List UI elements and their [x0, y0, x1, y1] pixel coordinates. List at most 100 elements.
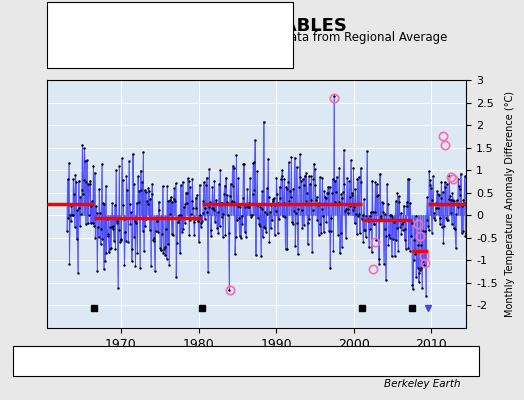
Point [146, 227, 154, 233]
Point [69, 176, 78, 182]
Point [310, 166, 319, 173]
Point [226, 193, 234, 199]
Point [345, 178, 353, 185]
Point [387, 212, 395, 219]
Text: Difference from Regional Average: Difference from Regional Average [89, 16, 242, 24]
Point [444, 216, 452, 223]
Point [200, 179, 208, 186]
Point [414, 278, 423, 285]
Point [70, 224, 79, 230]
Point [372, 179, 380, 185]
Point [292, 210, 300, 216]
Point [335, 165, 343, 171]
Point [197, 220, 205, 226]
Point [247, 214, 256, 220]
Point [229, 182, 237, 189]
Point [421, 228, 430, 235]
Point [312, 194, 321, 200]
Point [259, 118, 268, 125]
Point [417, 264, 425, 271]
Point [175, 216, 183, 223]
Point [77, 210, 85, 217]
Point [291, 243, 299, 250]
Text: Station Move: Station Move [42, 356, 102, 364]
Point [462, 230, 470, 236]
Point [132, 220, 140, 226]
Point [424, 227, 433, 234]
Point [414, 242, 422, 248]
Point [219, 211, 227, 218]
Point [160, 244, 169, 250]
Point [99, 236, 107, 242]
Point [183, 189, 191, 196]
Point [110, 226, 118, 232]
Point [293, 251, 302, 258]
Point [174, 212, 183, 218]
Point [263, 185, 271, 192]
Point [167, 194, 175, 200]
Point [162, 255, 171, 262]
Point [221, 182, 229, 189]
Point [171, 180, 180, 187]
Point [397, 231, 406, 237]
Point [92, 203, 100, 209]
Point [296, 151, 304, 158]
Point [279, 200, 288, 206]
Point [160, 245, 168, 252]
Point [274, 200, 282, 206]
Point [320, 228, 328, 235]
Point [115, 163, 124, 169]
Point [460, 200, 468, 206]
Point [251, 137, 259, 143]
Point [375, 256, 383, 262]
Point [350, 164, 358, 171]
Point [199, 197, 208, 204]
Point [322, 219, 331, 225]
Point [97, 226, 105, 232]
Point [430, 214, 438, 221]
Point [346, 203, 354, 209]
Point [223, 192, 232, 198]
Point [285, 159, 293, 166]
Point [386, 212, 395, 218]
Point [323, 190, 332, 196]
Point [180, 204, 188, 210]
Point [304, 220, 312, 227]
Point [389, 236, 397, 242]
Point [104, 231, 113, 238]
Point [415, 270, 423, 276]
Point [252, 201, 260, 208]
Point [188, 176, 196, 182]
Point [108, 200, 116, 207]
Point [325, 228, 333, 234]
Point [85, 181, 94, 187]
Point [433, 205, 442, 211]
Point [316, 220, 325, 227]
Point [149, 238, 158, 244]
Point [340, 181, 348, 187]
Point [439, 240, 447, 246]
Point [458, 228, 467, 234]
Point [276, 195, 285, 201]
Point [416, 267, 424, 273]
Point [256, 204, 265, 210]
Point [433, 188, 441, 194]
Point [177, 212, 185, 218]
Point [130, 234, 138, 240]
Point [240, 161, 248, 167]
Point [392, 237, 400, 244]
Point [301, 172, 309, 179]
Point [379, 209, 387, 216]
Point [376, 215, 385, 222]
Point [277, 175, 285, 182]
Point [232, 152, 241, 158]
Point [381, 277, 390, 284]
Point [260, 209, 269, 216]
Point [314, 201, 322, 208]
Point [457, 170, 465, 177]
Point [400, 202, 408, 209]
Point [93, 268, 102, 274]
Point [441, 184, 450, 190]
Point [274, 230, 282, 236]
Text: ▼: ▼ [253, 355, 261, 365]
